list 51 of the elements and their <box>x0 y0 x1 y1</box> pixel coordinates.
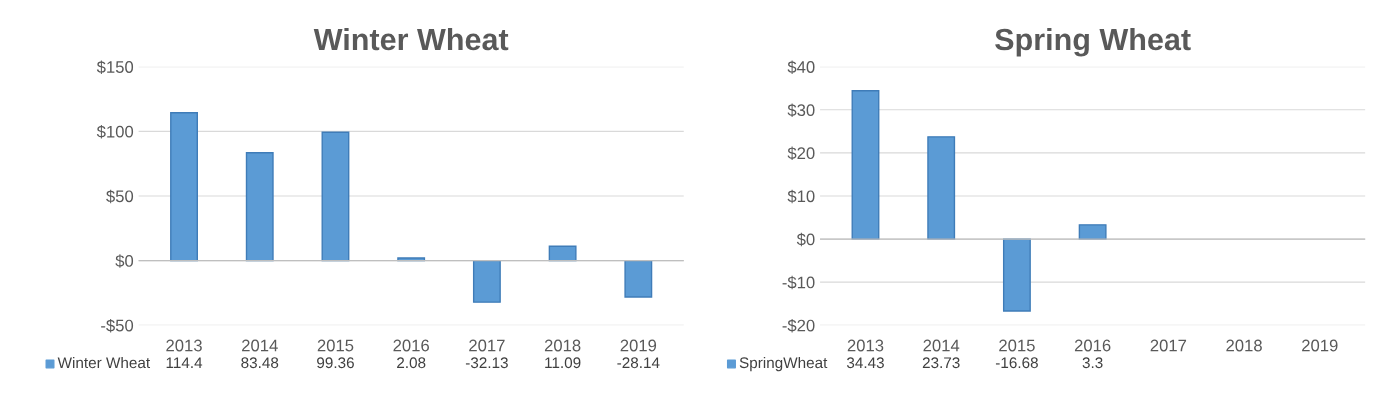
x-tick-label: 2016 <box>393 339 429 352</box>
x-tick-label: 2016 <box>1074 339 1111 352</box>
data-label: -16.68 <box>995 357 1038 369</box>
bar <box>851 90 880 240</box>
data-label: 11.09 <box>545 357 581 369</box>
x-tick-label: 2014 <box>242 339 278 352</box>
y-tick-label: -$20 <box>782 318 815 333</box>
y-tick-label: $40 <box>787 60 815 74</box>
x-tick-label: 2013 <box>847 339 884 352</box>
bar <box>548 245 577 262</box>
bar <box>1002 238 1031 312</box>
data-label: 99.36 <box>317 357 354 369</box>
y-tick-label: $30 <box>787 103 815 118</box>
y-tick-label: $100 <box>96 125 134 139</box>
chart-title: Winter Wheat <box>313 27 509 51</box>
bar <box>245 152 274 262</box>
bar <box>927 136 956 240</box>
bar <box>1078 224 1107 240</box>
x-tick-label: 2017 <box>1150 339 1187 352</box>
y-tick-label: $150 <box>96 60 134 74</box>
data-label: 2.08 <box>397 357 426 369</box>
x-tick-label: 2018 <box>1226 339 1262 352</box>
x-tick-label: 2017 <box>469 339 505 352</box>
data-label: 3.3 <box>1082 357 1103 369</box>
x-tick-label: 2013 <box>166 339 202 352</box>
x-tick-label: 2015 <box>317 339 354 352</box>
data-label: 83.48 <box>241 357 279 369</box>
data-label: 114.4 <box>166 357 203 368</box>
x-tick-label: 2019 <box>1302 339 1338 352</box>
y-tick-label: $0 <box>796 232 815 247</box>
data-label: 34.43 <box>846 357 884 369</box>
bar <box>472 259 501 303</box>
data-label: -28.14 <box>617 357 660 369</box>
y-tick-label: -$50 <box>101 318 134 333</box>
y-tick-label: $10 <box>787 189 815 204</box>
x-tick-label: 2014 <box>923 339 960 352</box>
bar <box>321 131 350 262</box>
data-label: -32.13 <box>465 357 508 369</box>
data-label: 23.73 <box>922 357 960 369</box>
y-tick-label: $0 <box>115 254 134 268</box>
x-tick-label: 2015 <box>999 339 1035 352</box>
bar <box>170 112 198 262</box>
bar <box>624 259 653 298</box>
x-tick-label: 2019 <box>620 339 657 352</box>
x-tick-label: 2018 <box>544 339 581 352</box>
legend-label: SpringWheat <box>739 356 828 372</box>
y-tick-label: $50 <box>106 189 134 204</box>
y-tick-label: -$10 <box>782 275 815 290</box>
y-tick-label: $20 <box>787 146 815 161</box>
legend-label: Winter Wheat <box>57 356 151 369</box>
chart-title: Spring Wheat <box>995 27 1191 57</box>
